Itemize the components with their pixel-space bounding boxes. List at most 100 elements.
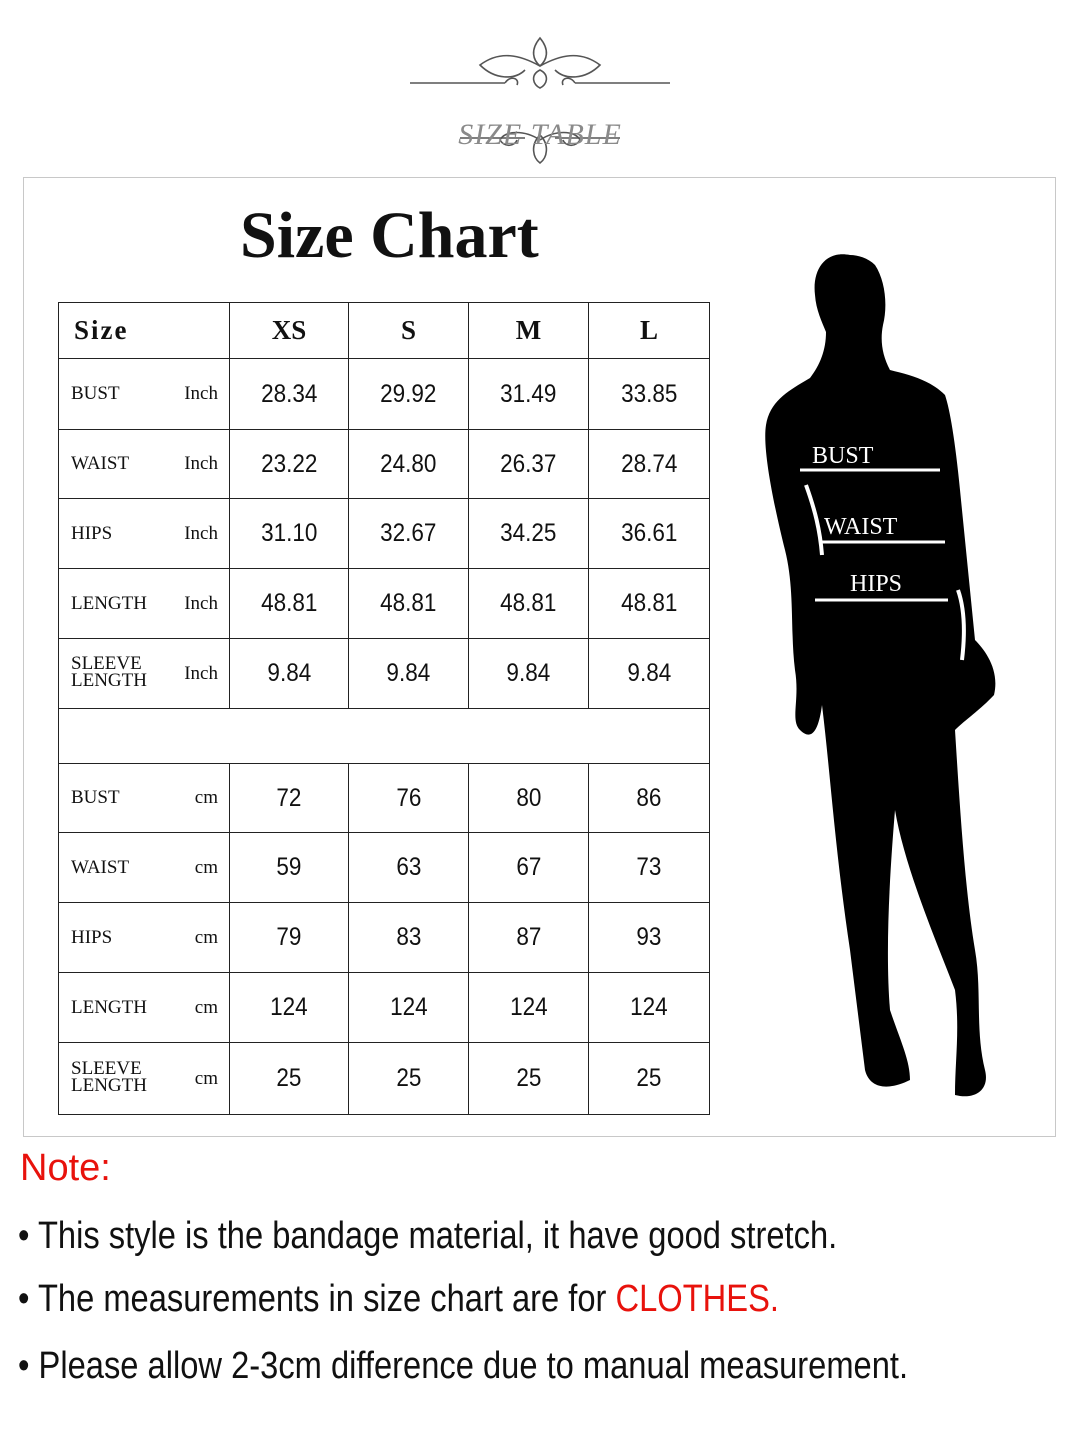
size-value: 32.67 xyxy=(380,519,437,547)
size-value: 31.49 xyxy=(500,379,557,408)
unit-label: Inch xyxy=(184,383,218,404)
size-value: 63 xyxy=(395,853,422,881)
value-cell: 25 xyxy=(229,1042,349,1115)
size-value: 76 xyxy=(395,783,422,812)
value-cell: 48.81 xyxy=(348,568,469,639)
value-cell: 93 xyxy=(588,902,710,973)
size-value: 36.61 xyxy=(620,519,678,547)
measure-label: HIPS xyxy=(71,926,113,948)
size-table: Size XS S M L BUST Inch 28.34 29.92 31.49 33.… xyxy=(58,302,710,1115)
table-row: LENGTH cm 124 124 124 124 xyxy=(58,972,710,1043)
size-value: 79 xyxy=(276,923,302,951)
value-cell: 24.80 xyxy=(348,429,469,499)
value-cell: 124 xyxy=(348,972,469,1043)
size-value: 28.74 xyxy=(620,449,678,478)
note-item: • Please allow 2-3cm difference due to m… xyxy=(18,1345,909,1387)
value-cell: 28.74 xyxy=(588,429,710,499)
value-cell: 31.10 xyxy=(229,498,349,569)
value-cell: 124 xyxy=(468,972,589,1043)
note-text: The measurements in size chart are for xyxy=(37,1278,616,1320)
value-cell: 124 xyxy=(229,972,349,1043)
size-value: 33.85 xyxy=(620,379,678,408)
value-cell: 9.84 xyxy=(588,638,710,709)
size-value: 48.81 xyxy=(260,589,318,617)
size-value: 23.22 xyxy=(260,449,318,478)
size-value: 48.81 xyxy=(380,589,437,617)
header-cell: L xyxy=(588,302,710,359)
size-chart-frame xyxy=(23,177,1056,1137)
figure-label-hips: HIPS xyxy=(850,571,902,597)
unit-label: cm xyxy=(194,787,218,808)
value-cell: 25 xyxy=(588,1042,710,1115)
measure-cell: WAIST cm xyxy=(58,832,230,903)
figure-label-bust: BUST xyxy=(812,443,874,469)
value-cell: 87 xyxy=(468,902,589,973)
value-cell: 86 xyxy=(588,763,710,833)
size-value: 59 xyxy=(276,853,302,881)
value-cell: 28.34 xyxy=(229,358,349,430)
value-cell: 83 xyxy=(348,902,469,973)
value-cell: 48.81 xyxy=(588,568,710,639)
size-value: 26.37 xyxy=(500,449,557,478)
size-value: 25 xyxy=(276,1064,302,1092)
size-value: 25 xyxy=(636,1064,662,1092)
value-cell: 59 xyxy=(229,832,349,903)
measure-label: SLEEVE LENGTH xyxy=(71,1058,147,1096)
value-cell: 34.25 xyxy=(468,498,589,569)
value-cell: 79 xyxy=(229,902,349,973)
measure-cell: BUST Inch xyxy=(58,358,230,430)
header-cell: XS xyxy=(229,302,349,359)
size-value: 28.34 xyxy=(260,379,318,408)
size-value: 29.92 xyxy=(380,379,437,408)
table-row: HIPS cm 79 83 87 93 xyxy=(58,902,710,973)
size-value: 25 xyxy=(395,1064,422,1092)
size-value: 48.81 xyxy=(620,589,678,617)
table-header-row: Size XS S M L xyxy=(58,302,710,359)
value-cell: 124 xyxy=(588,972,710,1043)
value-cell: 36.61 xyxy=(588,498,710,569)
value-cell: 9.84 xyxy=(229,638,349,709)
note-text: Please allow 2-3cm difference due to man… xyxy=(38,1345,909,1387)
silhouette-shape xyxy=(765,254,996,1097)
unit-label: cm xyxy=(194,1067,218,1089)
size-value: 67 xyxy=(515,853,542,881)
size-value: 24.80 xyxy=(380,449,437,478)
size-value: 124 xyxy=(389,993,428,1021)
measure-label: WAIST xyxy=(71,453,130,474)
value-cell: 9.84 xyxy=(348,638,469,709)
unit-label: Inch xyxy=(184,453,218,474)
measure-label: WAIST xyxy=(71,856,130,878)
value-cell: 48.81 xyxy=(229,568,349,639)
measure-cell: SLEEVE LENGTH Inch xyxy=(58,638,230,709)
value-cell: 48.81 xyxy=(468,568,589,639)
size-value: 80 xyxy=(515,783,542,812)
value-cell: 33.85 xyxy=(588,358,710,430)
note-highlight: CLOTHES. xyxy=(615,1278,779,1320)
size-value: 124 xyxy=(630,993,668,1021)
size-value: 124 xyxy=(509,993,548,1021)
header-cell: M xyxy=(468,302,589,359)
value-cell: 73 xyxy=(588,832,710,903)
table-row: LENGTH Inch 48.81 48.81 48.81 48.81 xyxy=(58,568,710,639)
table-row: BUST Inch 28.34 29.92 31.49 33.85 xyxy=(58,358,710,430)
measure-cell: WAIST Inch xyxy=(58,429,230,499)
measure-label: BUST xyxy=(71,383,120,404)
measure-label: LENGTH xyxy=(71,592,147,614)
value-cell: 25 xyxy=(348,1042,469,1115)
size-value: 124 xyxy=(270,993,308,1021)
header-cell: S xyxy=(348,302,469,359)
size-value: 9.84 xyxy=(386,659,431,687)
spacer-cell xyxy=(58,708,710,764)
note-heading: Note: xyxy=(20,1147,111,1189)
size-value: 83 xyxy=(395,923,422,951)
value-cell: 63 xyxy=(348,832,469,903)
measure-cell: LENGTH Inch xyxy=(58,568,230,639)
size-value: 48.81 xyxy=(500,589,557,617)
unit-label: Inch xyxy=(184,662,218,684)
table-row: BUST cm 72 76 80 86 xyxy=(58,763,710,833)
size-value: 9.84 xyxy=(267,659,311,687)
measure-label: BUST xyxy=(71,787,120,808)
figure-label-waist: WAIST xyxy=(824,514,898,540)
spacer-row xyxy=(58,708,710,764)
unit-label: cm xyxy=(194,996,218,1018)
